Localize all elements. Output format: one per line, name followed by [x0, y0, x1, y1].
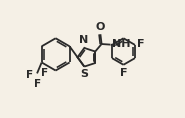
Text: O: O	[96, 22, 105, 32]
Text: S: S	[80, 69, 88, 79]
Text: NH: NH	[112, 39, 131, 49]
Text: F: F	[137, 39, 145, 49]
Text: F: F	[41, 68, 48, 78]
Text: F: F	[26, 70, 33, 80]
Text: F: F	[34, 79, 41, 89]
Text: F: F	[120, 68, 128, 78]
Text: N: N	[79, 35, 89, 45]
